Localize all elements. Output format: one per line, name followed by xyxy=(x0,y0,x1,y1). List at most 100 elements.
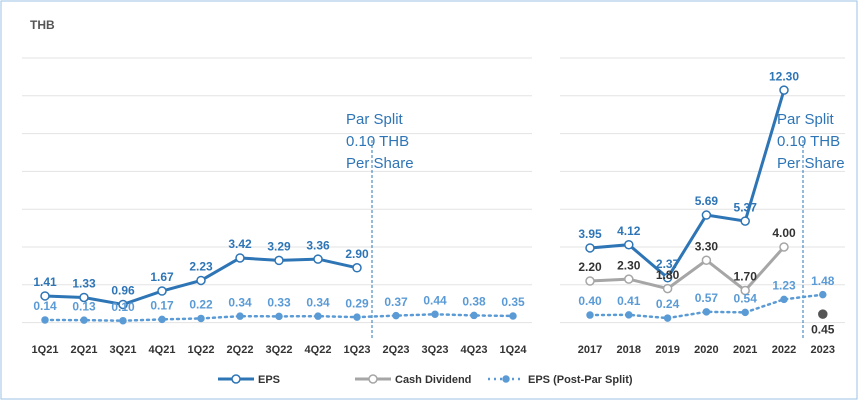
data-label: 1.67 xyxy=(150,270,174,284)
data-point xyxy=(780,295,788,304)
data-point xyxy=(274,255,284,266)
data-label: 0.33 xyxy=(267,296,291,310)
annotation: 0.10 THB xyxy=(346,133,409,150)
data-label: 0.35 xyxy=(501,295,525,309)
data-label: 0.38 xyxy=(462,295,486,309)
data-point xyxy=(586,311,594,319)
data-point xyxy=(40,291,50,301)
x-tick-label: 2Q21 xyxy=(71,344,98,356)
data-label: 4.00 xyxy=(772,226,796,240)
legend-marker xyxy=(502,375,510,383)
data-point xyxy=(509,312,517,320)
data-point xyxy=(701,210,712,220)
data-label: 1.48 xyxy=(811,274,835,288)
annotation: Per Share xyxy=(346,155,414,172)
data-point xyxy=(585,243,595,253)
data-point xyxy=(275,312,283,321)
data-label: 0.37 xyxy=(384,295,408,309)
x-tick-label: 1Q21 xyxy=(32,344,59,356)
data-label: 0.17 xyxy=(150,299,174,313)
data-point xyxy=(352,263,362,273)
x-tick-label: 2Q22 xyxy=(227,344,254,356)
data-label: 2.37 xyxy=(656,257,680,271)
data-point xyxy=(701,255,712,265)
x-tick-label: 3Q23 xyxy=(422,344,449,356)
data-point xyxy=(585,276,595,286)
data-point xyxy=(119,316,127,325)
data-point xyxy=(624,274,634,284)
data-label: 1.80 xyxy=(656,268,680,282)
data-point xyxy=(779,242,789,252)
data-label: 0.96 xyxy=(111,284,135,298)
data-point xyxy=(740,285,750,296)
x-tick-label: 2018 xyxy=(617,344,641,356)
data-point xyxy=(235,253,245,263)
x-tick-label: 2019 xyxy=(655,344,679,356)
data-point xyxy=(431,310,439,319)
data-label: 0.40 xyxy=(578,294,602,308)
data-point xyxy=(779,85,789,95)
x-tick-label: 3Q22 xyxy=(266,344,293,356)
x-tick-label: 2022 xyxy=(772,344,796,356)
data-point xyxy=(158,315,166,324)
data-label: 0.54 xyxy=(734,292,758,306)
data-label: 0.29 xyxy=(345,296,369,310)
x-tick-label: 3Q21 xyxy=(110,344,137,356)
data-point xyxy=(818,309,828,319)
data-point xyxy=(819,290,827,299)
data-point xyxy=(314,312,322,320)
data-label: 2.30 xyxy=(617,258,641,272)
data-point xyxy=(118,299,128,310)
x-tick-label: 4Q21 xyxy=(149,344,176,356)
data-label: 1.23 xyxy=(772,279,796,293)
data-point xyxy=(79,292,89,303)
data-label: 1.33 xyxy=(72,277,96,291)
x-tick-label: 4Q23 xyxy=(461,344,488,356)
data-point xyxy=(625,311,633,319)
data-label: 0.57 xyxy=(695,291,719,305)
data-label: 3.95 xyxy=(578,227,602,241)
data-label: 3.42 xyxy=(228,237,252,251)
data-label: 12.30 xyxy=(769,69,799,83)
data-label: 2.20 xyxy=(578,260,602,274)
data-label: 1.70 xyxy=(734,270,758,284)
series-line xyxy=(588,245,786,293)
data-point xyxy=(662,273,673,283)
data-label: 2.23 xyxy=(189,260,213,274)
data-point xyxy=(41,316,49,324)
data-point xyxy=(157,286,167,296)
x-tick-label: 4Q22 xyxy=(305,344,332,356)
data-point xyxy=(662,283,673,294)
data-point xyxy=(663,314,672,322)
x-tick-label: 1Q24 xyxy=(500,344,528,356)
annotation: Per Share xyxy=(777,155,845,172)
data-point xyxy=(624,239,634,250)
data-label: 0.13 xyxy=(72,299,96,313)
data-point xyxy=(741,308,749,317)
data-label: 0.10 xyxy=(111,300,135,314)
data-point xyxy=(702,308,711,316)
data-point xyxy=(470,311,478,320)
x-tick-label: 2017 xyxy=(578,344,602,356)
legend-label: Cash Dividend xyxy=(395,374,471,386)
data-point xyxy=(80,316,88,324)
data-label: 3.29 xyxy=(267,240,291,254)
annotation: 0.10 THB xyxy=(777,133,840,150)
data-label: 0.45 xyxy=(811,322,835,336)
data-point xyxy=(353,313,361,321)
data-label: 3.30 xyxy=(695,239,719,253)
series-line xyxy=(588,88,786,281)
x-tick-label: 1Q23 xyxy=(344,344,371,356)
data-label: 5.69 xyxy=(695,194,719,208)
x-tick-label: 2021 xyxy=(733,344,757,356)
legend-marker xyxy=(368,374,378,384)
data-point xyxy=(236,312,244,320)
annotation: Par Split xyxy=(346,111,404,128)
data-point xyxy=(392,311,400,320)
data-point xyxy=(740,216,750,226)
data-point xyxy=(197,314,205,323)
data-label: 2.90 xyxy=(345,247,369,261)
unit-label: THB xyxy=(30,18,55,32)
